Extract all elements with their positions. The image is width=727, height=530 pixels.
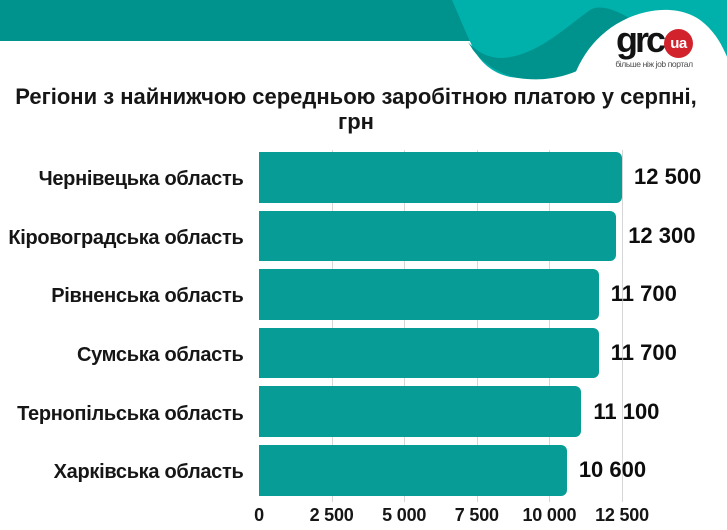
gridline-7500 [476,150,478,502]
category-label: Чернівецька область [38,168,244,191]
chart-title-line2: грн [338,109,374,134]
gridline-12500 [622,150,623,502]
x-tick-label: 12 500 [595,505,649,525]
x-tick-label: 5 000 [382,505,427,525]
logo-tagline: більше ніж job портал [615,59,693,69]
chart-title: Регіони з найнижчою середньою заробітною… [0,84,712,134]
value-label: 11 700 [610,340,677,366]
gridline-5000 [404,150,406,502]
header-banner: grc ua більше ніж job портал [0,0,727,95]
logo-wordmark: grc [616,19,666,60]
value-label: 12 300 [628,222,696,248]
x-tick-label: 7 500 [454,505,499,525]
bar [259,152,622,203]
value-label: 12 500 [634,164,702,190]
header-band-shape [0,0,470,41]
category-label: Тернопільська область [17,402,244,425]
x-tick-label: 10 000 [522,505,577,525]
category-label: Сумська область [76,344,244,367]
x-tick-label: 2 500 [309,505,354,525]
grc-ua-logo: grc ua більше ніж job портал [615,19,726,72]
gridline-10000 [549,150,551,502]
bar [259,210,617,262]
value-label: 11 700 [610,281,677,307]
value-label: 11 100 [593,398,660,424]
category-label: Рівненська область [51,285,244,308]
chart-title-line1: Регіони з найнижчою середньою заробітною… [15,84,697,109]
header-wave-art [0,0,727,95]
bar [259,269,599,320]
category-label: Харківська область [53,461,244,484]
category-label: Кіровоградська область [8,226,244,249]
bar [259,445,567,496]
value-label: 10 600 [578,457,647,483]
logo-red-circle: ua [664,29,693,58]
bar [259,386,582,437]
bar [259,327,599,379]
x-tick-label: 0 [254,505,264,525]
logo-tld: ua [670,35,687,52]
gridline-2500 [331,150,333,502]
header-wave-dark-shape [468,7,650,80]
